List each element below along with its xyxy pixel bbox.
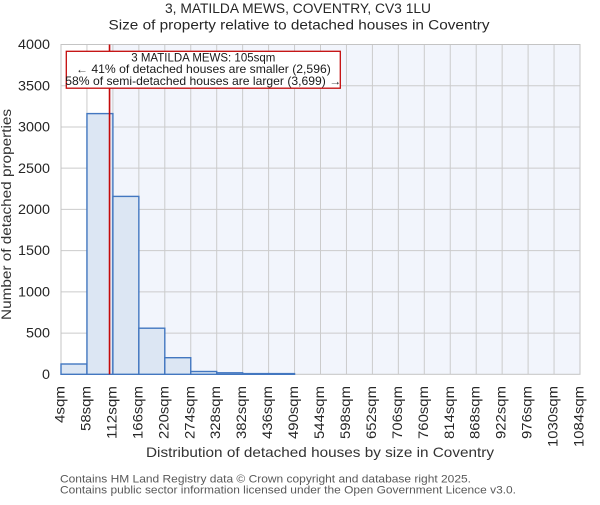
svg-text:166sqm: 166sqm [130,386,145,439]
svg-text:382sqm: 382sqm [234,386,249,439]
svg-text:1000: 1000 [18,284,50,299]
svg-text:4sqm: 4sqm [53,386,68,423]
svg-text:976sqm: 976sqm [520,386,535,439]
svg-text:3, MATILDA MEWS, COVENTRY, CV3: 3, MATILDA MEWS, COVENTRY, CV3 1LU [165,1,431,16]
svg-text:58% of semi-detached houses ar: 58% of semi-detached houses are larger (… [65,75,341,88]
svg-text:Distribution of detached house: Distribution of detached houses by size … [146,444,494,460]
svg-text:Contains public sector informa: Contains public sector information licen… [60,485,516,497]
svg-text:706sqm: 706sqm [390,386,405,439]
svg-text:0: 0 [42,367,50,382]
svg-text:1500: 1500 [18,243,50,258]
svg-text:1030sqm: 1030sqm [546,386,561,447]
svg-text:652sqm: 652sqm [364,386,379,439]
svg-text:← 41% of detached houses are s: ← 41% of detached houses are smaller (2,… [76,63,331,76]
svg-text:490sqm: 490sqm [286,386,301,439]
svg-text:1084sqm: 1084sqm [572,386,587,447]
svg-text:922sqm: 922sqm [494,386,509,439]
svg-text:58sqm: 58sqm [78,386,93,431]
svg-text:3 MATILDA MEWS: 105sqm: 3 MATILDA MEWS: 105sqm [131,52,275,65]
svg-text:868sqm: 868sqm [468,386,483,439]
svg-text:598sqm: 598sqm [338,386,353,439]
svg-text:Size of property relative to d: Size of property relative to detached ho… [109,18,490,33]
svg-text:4000: 4000 [18,37,50,52]
svg-text:500: 500 [26,326,50,341]
svg-text:2500: 2500 [18,161,50,176]
svg-text:Contains HM Land Registry data: Contains HM Land Registry data © Crown c… [60,474,471,486]
svg-text:Number of detached properties: Number of detached properties [0,109,14,320]
svg-text:220sqm: 220sqm [156,386,171,439]
svg-text:3000: 3000 [18,120,50,135]
svg-text:436sqm: 436sqm [260,386,275,439]
svg-text:544sqm: 544sqm [312,386,327,439]
svg-text:3500: 3500 [18,78,50,93]
svg-text:274sqm: 274sqm [182,386,197,439]
svg-text:328sqm: 328sqm [208,386,223,439]
svg-text:112sqm: 112sqm [104,386,119,439]
svg-text:2000: 2000 [18,202,50,217]
svg-text:760sqm: 760sqm [416,386,431,439]
svg-text:814sqm: 814sqm [442,386,457,439]
